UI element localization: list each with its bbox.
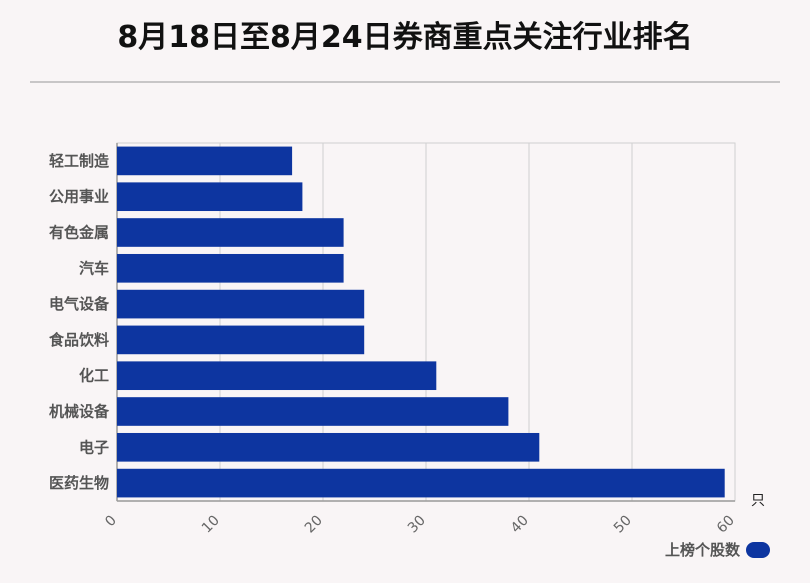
category-label: 公用事业 [49, 188, 109, 206]
legend-swatch [746, 541, 770, 558]
x-tick-label: 30 [405, 513, 429, 537]
legend-label: 上榜个股数 [664, 541, 740, 559]
bar [117, 397, 509, 426]
bar [117, 432, 540, 462]
x-tick-label: 0 [102, 513, 120, 531]
legend[interactable]: 上榜个股数 [665, 539, 770, 560]
bar [117, 289, 365, 319]
x-tick-label: 20 [302, 513, 326, 537]
bar [117, 253, 344, 283]
category-label: 医药生物 [49, 474, 109, 492]
category-label: 食品饮料 [49, 331, 109, 349]
category-label: 汽车 [79, 259, 109, 277]
bar [117, 218, 344, 247]
x-tick-label: 40 [508, 513, 532, 537]
bar [117, 325, 365, 355]
category-label: 电气设备 [49, 295, 110, 313]
bar [117, 468, 725, 498]
category-label: 轻工制造 [49, 152, 109, 170]
x-tick-label: 50 [611, 513, 635, 537]
category-label: 电子 [79, 438, 109, 456]
title-divider [30, 81, 780, 83]
x-unit-label: 只 [751, 493, 765, 509]
chart-title: 8月18日至8月24日券商重点关注行业排名 [117, 20, 693, 55]
category-label: 机械设备 [49, 403, 110, 421]
category-label: 有色金属 [49, 224, 109, 242]
x-tick-label: 10 [199, 513, 223, 537]
bar [117, 361, 437, 391]
bar [117, 146, 293, 176]
x-tick-label: 60 [714, 513, 738, 537]
bar [117, 182, 303, 212]
category-label: 化工 [79, 367, 109, 385]
